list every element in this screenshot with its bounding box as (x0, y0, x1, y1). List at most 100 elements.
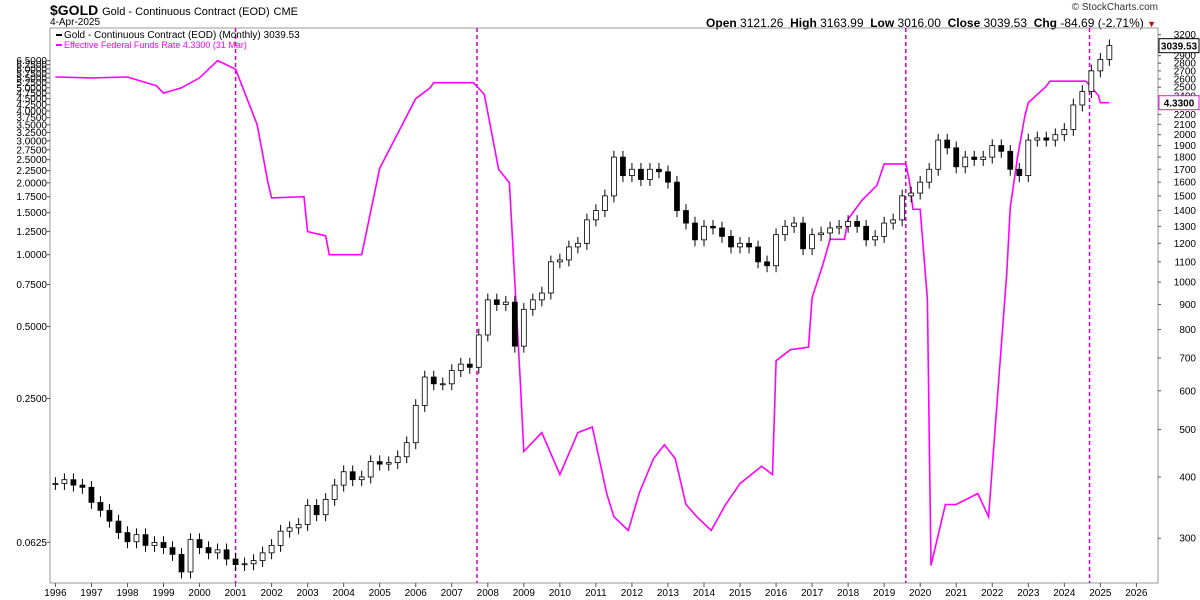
x-tick-label: 2017 (801, 588, 824, 599)
gold-candle-body (421, 376, 428, 406)
left-tick-label: 4.7500 (16, 89, 47, 100)
gold-candle-body (124, 532, 131, 543)
gold-candle-body (1043, 137, 1050, 141)
gold-candle-body (701, 225, 707, 241)
gold-candle-body (962, 156, 969, 168)
left-tick-label: 1.5000 (16, 208, 47, 219)
chg-label: Chg (1033, 16, 1058, 30)
gold-candle-body (683, 210, 689, 224)
gold-candle-body (511, 301, 518, 347)
gold-candle-body (205, 547, 212, 554)
right-tick-label: 1700 (1174, 165, 1197, 176)
gold-candle-body (1034, 137, 1041, 141)
left-tick-label: 0.7500 (16, 280, 47, 291)
left-tick-label: 2.5000 (16, 155, 47, 166)
x-tick-label: 1998 (116, 588, 139, 599)
gold-candle-body (115, 520, 122, 533)
gold-candle-body (88, 486, 95, 503)
right-tick-label: 900 (1179, 300, 1196, 311)
gold-candle-body (565, 246, 572, 261)
gold-candle-body (349, 471, 356, 481)
gold-candle-body (520, 308, 527, 347)
right-tick-label: 800 (1179, 325, 1196, 336)
left-tick-label: 5.7500 (16, 69, 47, 80)
symbol: $GOLD (50, 2, 99, 18)
instrument-name: Gold - Continuous Contract (EOD) (102, 6, 270, 18)
right-tick-label: 1900 (1174, 141, 1197, 152)
gold-candle-body (917, 181, 924, 194)
gold-candle-body (656, 168, 662, 173)
gold-candle-body (187, 539, 194, 573)
x-tick-label: 2026 (1125, 588, 1148, 599)
left-tick-label: 1.2500 (16, 227, 47, 238)
gold-candle-body (782, 225, 788, 236)
fed-funds-rate-line (55, 59, 1110, 566)
gold-candle-body (394, 456, 401, 464)
gold-candle-body (79, 484, 86, 488)
down-arrow-icon: ▼ (1147, 19, 1156, 29)
left-tick-label: 0.2500 (16, 394, 47, 405)
gold-candle-body (574, 242, 581, 248)
gold-candle-body (593, 210, 599, 221)
right-tick-label: 600 (1179, 386, 1196, 397)
left-tick-label: 2.7500 (16, 145, 47, 156)
gold-candle-body (295, 524, 302, 529)
right-tick-label: 1800 (1174, 153, 1197, 164)
open-value: 3121.26 (740, 16, 784, 30)
gold-candle-body (268, 544, 275, 554)
left-tick-label: 3.2500 (16, 128, 47, 139)
gold-last-value-tag (1158, 38, 1200, 54)
gold-candle-body (836, 225, 842, 229)
x-tick-label: 2014 (693, 588, 716, 599)
right-tick-label: 2100 (1174, 120, 1197, 131)
gold-candle-body (466, 363, 473, 368)
x-tick-label: 1996 (44, 588, 67, 599)
gold-candle-body (1079, 91, 1086, 106)
right-tick-label: 2900 (1174, 51, 1197, 62)
left-tick-label: 5.0000 (16, 83, 47, 94)
x-tick-label: 2007 (441, 588, 464, 599)
gold-candle-body (331, 484, 338, 500)
gold-candle-body (475, 334, 482, 368)
gold-candle-body (674, 181, 680, 211)
gold-candle-body (196, 539, 203, 549)
x-tick-label: 2004 (333, 588, 356, 599)
gold-candle-body (953, 147, 960, 168)
right-tick-label: 1400 (1174, 206, 1197, 217)
gold-candle-body (881, 222, 888, 237)
gold-candle-body (800, 222, 806, 250)
low-value: 3016.00 (897, 16, 941, 30)
gold-candle-body (70, 479, 77, 486)
x-tick-label: 2016 (765, 588, 788, 599)
gold-candle-body (556, 259, 563, 263)
right-tick-label: 2700 (1174, 66, 1197, 77)
right-tick-label: 1500 (1174, 191, 1197, 202)
gold-candle-body (899, 195, 906, 221)
gold-candle-body (403, 442, 410, 458)
x-tick-label: 2022 (981, 588, 1004, 599)
gold-candle-body (484, 299, 491, 336)
gold-candle-body (367, 461, 374, 478)
gold-candle-body (457, 363, 464, 371)
symbol-title: $GOLD Gold - Continuous Contract (EOD) C… (50, 2, 298, 18)
gold-candle-body (629, 168, 635, 177)
gold-candle-body (1088, 70, 1095, 92)
x-tick-label: 2013 (657, 588, 680, 599)
gold-candle-body (854, 221, 861, 227)
gold-candle-body (863, 225, 870, 241)
x-tick-label: 2020 (909, 588, 932, 599)
x-tick-label: 2025 (1089, 588, 1112, 599)
right-tick-label: 2500 (1174, 83, 1197, 94)
x-tick-label: 2012 (621, 588, 644, 599)
gold-candle-body (908, 192, 915, 197)
plot-frame (49, 27, 1159, 584)
x-tick-label: 2010 (549, 588, 572, 599)
gold-candle-body (412, 405, 419, 444)
gold-candle-body (448, 370, 455, 385)
right-tick-label: 300 (1179, 534, 1196, 545)
left-tick-label: 4.5000 (16, 94, 47, 105)
gold-candle-body (493, 299, 500, 305)
x-tick-label: 2024 (1053, 588, 1076, 599)
rate-last-value-tag (1158, 95, 1200, 111)
